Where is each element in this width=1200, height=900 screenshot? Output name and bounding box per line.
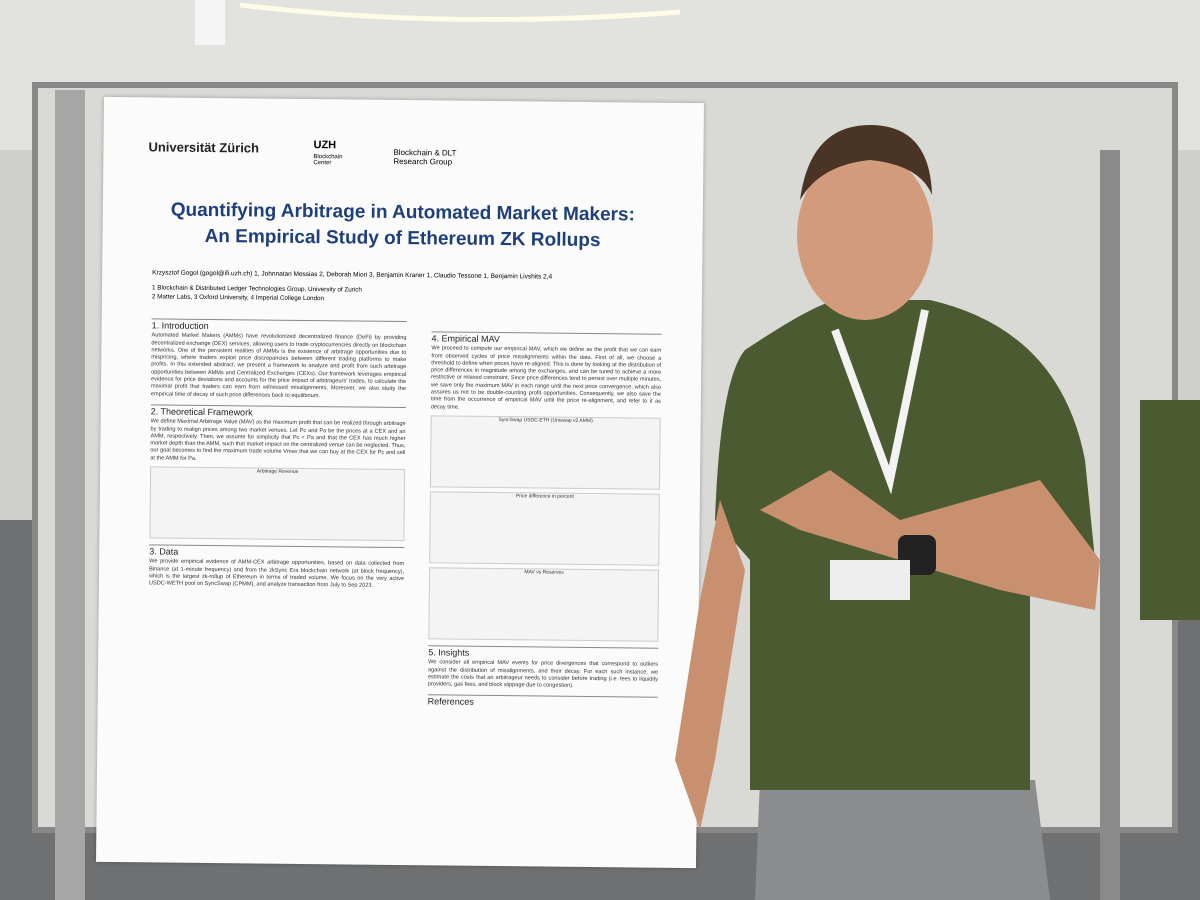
figure: MAV vs Reserves — [428, 567, 660, 642]
logo-group: Blockchain & DLT Research Group — [393, 147, 457, 167]
figure: SyncSwap USDC-ETH (Uniswap v2 AMM) — [429, 415, 661, 490]
section-text: We provide empirical evidence of AMM-CEX… — [148, 558, 405, 589]
figure-title: SyncSwap USDC-ETH (Uniswap v2 AMM) — [498, 416, 593, 424]
section-heading: 1. Introduction — [152, 318, 407, 333]
figure-title: Arbitrage Revenue — [256, 468, 299, 475]
section-heading: 5. Insights — [428, 645, 659, 659]
left-column: 1. Introduction Automated Market Makers (… — [149, 312, 407, 590]
section-text: We define Maximal Arbitrage Value (MAV) … — [150, 418, 406, 462]
section-heading: 4. Empirical MAV — [431, 331, 662, 346]
figure: Price difference in percent — [429, 491, 660, 566]
section-heading: References — [428, 694, 658, 709]
poster: Universität Zürich UZH Blockchain Center… — [96, 96, 704, 869]
right-column: 4. Empirical MAV We proceed to compute ou… — [428, 325, 662, 711]
section-heading: 2. Theoretical Framework — [151, 404, 406, 419]
authors: Krzysztof Gogol (gogol@ifi.uzh.ch) 1, Jo… — [152, 269, 553, 281]
logo-center: Blockchain Center — [313, 154, 343, 167]
section-text: Automated Market Makers (AMMs) have revo… — [150, 332, 407, 399]
figure-title: MAV vs Reserves — [524, 569, 564, 576]
affiliations: 1 Blockchain & Distributed Ledger Techno… — [152, 283, 552, 305]
logo-uzh: UZH — [313, 139, 337, 152]
section-heading: 3. Data — [149, 544, 405, 559]
section-text: We proceed to compute our empirical MAV,… — [430, 345, 662, 411]
logo-university: Universität Zürich — [148, 139, 260, 156]
figure: Arbitrage Revenue — [149, 466, 406, 542]
section-text: We consider all empirical MAV events for… — [427, 659, 659, 689]
figure-title: Price difference in percent — [515, 493, 574, 500]
title: Quantifying Arbitrage in Automated Marke… — [102, 197, 703, 255]
